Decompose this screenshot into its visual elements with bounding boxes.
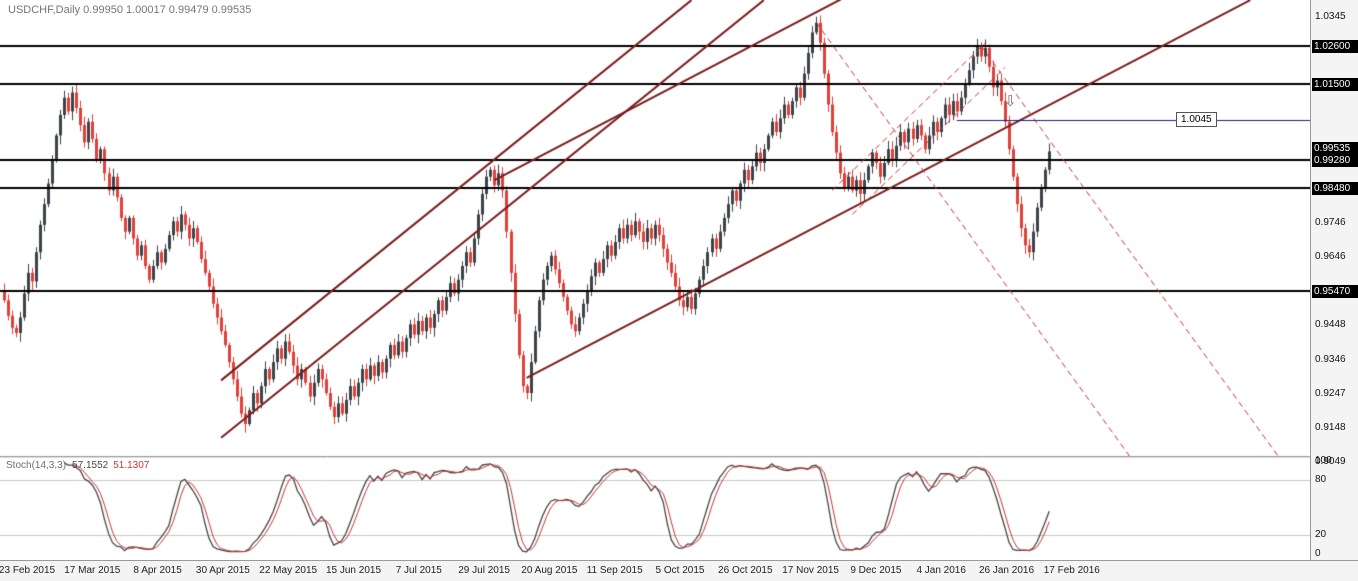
down-arrow-annotation[interactable]: ⇩: [1004, 93, 1017, 110]
chart-title: USDCHF,Daily 0.99950 1.00017 0.99479 0.9…: [8, 4, 252, 16]
price-axis-tick: 0.9148: [1315, 422, 1346, 434]
stochastic-main-value: 57.1552: [72, 460, 109, 471]
time-axis-label[interactable]: 26 Oct 2015: [718, 565, 773, 576]
time-axis-label[interactable]: 7 Jul 2015: [395, 565, 442, 576]
time-axis-label[interactable]: 15 Jun 2015: [325, 565, 382, 576]
price-axis-tick: 0.9247: [1315, 388, 1346, 400]
current-price-badge: 0.99535: [1312, 142, 1358, 156]
time-axis-label[interactable]: 30 Apr 2015: [195, 565, 250, 576]
time-axis-label[interactable]: 26 Jan 2016: [978, 565, 1035, 576]
time-axis-label[interactable]: 20 Aug 2015: [521, 565, 578, 576]
time-axis-label[interactable]: 8 Apr 2015: [133, 565, 182, 576]
time-axis-label[interactable]: 5 Oct 2015: [655, 565, 705, 576]
time-axis-label[interactable]: 17 Nov 2015: [782, 565, 839, 576]
stoch-axis-tick: 80: [1315, 473, 1327, 485]
stochastic-signal-value: 51.1307: [113, 460, 150, 471]
time-axis-label[interactable]: 17 Feb 2016: [1043, 565, 1100, 576]
price-axis[interactable]: 1.0345 0.9746 0.9646 0.9448 0.9346 0.9247 0.91…: [1310, 0, 1358, 560]
stochastic-name: Stoch(14,3,3): [6, 460, 67, 471]
time-axis-label[interactable]: 22 May 2015: [259, 565, 318, 576]
time-axis-label[interactable]: 4 Jan 2016: [916, 565, 966, 576]
price-axis-tick: 0.9346: [1315, 354, 1346, 366]
price-level-badge: 1.02600: [1312, 40, 1358, 54]
time-axis-label[interactable]: 29 Jul 2015: [458, 565, 510, 576]
price-axis-tick: 0.9448: [1315, 319, 1346, 331]
price-level-badge: 0.98480: [1312, 181, 1358, 195]
price-level-badge: 0.99280: [1312, 154, 1358, 168]
time-axis-label[interactable]: 9 Dec 2015: [850, 565, 902, 576]
price-axis-tick: 1.0345: [1315, 11, 1346, 22]
price-level-badge: 0.95470: [1312, 285, 1358, 299]
stochastic-label: Stoch(14,3,3) 57.1552 51.1307: [6, 460, 149, 471]
time-axis-label[interactable]: 11 Sep 2015: [586, 565, 643, 576]
price-axis-tick: 0.9646: [1315, 251, 1346, 263]
time-axis-label[interactable]: 23 Feb 2015: [0, 565, 56, 576]
blue-line-price-label[interactable]: 1.0045: [1176, 112, 1217, 127]
price-axis-tick: 0.9746: [1315, 216, 1346, 228]
price-level-badge: 1.01500: [1312, 77, 1358, 91]
stoch-axis-tick: 0: [1315, 548, 1321, 559]
price-axis-tick: 0.9049: [1315, 456, 1346, 468]
time-axis[interactable]: 23 Feb 2015 17 Mar 2015 8 Apr 2015 30 Apr 2…: [0, 560, 1358, 581]
stoch-axis-tick: 100: [1315, 455, 1332, 466]
stoch-axis-tick: 20: [1315, 529, 1327, 541]
price-chart-canvas[interactable]: [0, 0, 1310, 560]
time-axis-label[interactable]: 17 Mar 2015: [64, 565, 121, 576]
